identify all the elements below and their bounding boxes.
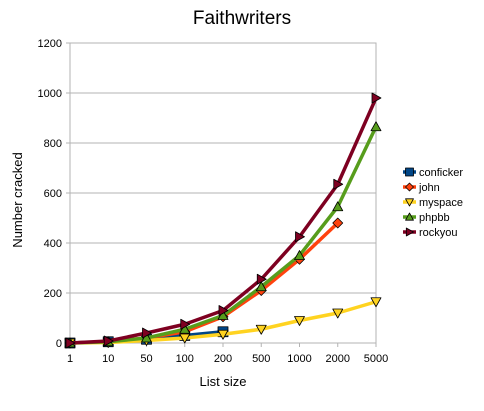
data-point-phpbb <box>370 121 382 132</box>
legend-item-rockyou: rockyou <box>403 227 458 239</box>
y-tick-label: 200 <box>44 288 62 300</box>
x-tick-label: 500 <box>252 353 270 365</box>
legend-label: myspace <box>419 197 463 209</box>
legend-item-conficker: conficker <box>403 167 463 179</box>
data-point-myspace <box>332 308 344 319</box>
data-point-phpbb <box>332 201 344 212</box>
legend-label: john <box>418 182 440 194</box>
data-point-rockyou <box>103 335 114 347</box>
y-tick-label: 0 <box>56 338 62 350</box>
data-point-rockyou <box>65 337 76 349</box>
data-point-john <box>332 217 344 229</box>
data-point-myspace <box>255 324 267 335</box>
x-axis-label: List size <box>200 374 247 389</box>
data-point-phpbb <box>294 250 305 260</box>
legend-item-john: john <box>403 182 440 194</box>
x-tick-label: 5000 <box>364 353 388 365</box>
y-tick-label: 400 <box>44 238 62 250</box>
data-point-myspace <box>370 297 382 308</box>
x-tick-label: 100 <box>176 353 194 365</box>
x-tick-label: 50 <box>140 353 152 365</box>
data-point-rockyou <box>256 273 267 285</box>
legend-label: phpbb <box>419 212 450 224</box>
x-tick-label: 200 <box>214 353 232 365</box>
y-tick-label: 1000 <box>38 88 62 100</box>
axes: 0 200 400 600 800 1000 1200 1 10 50 100 200 500 1000 2… <box>38 38 389 365</box>
x-tick-label: 2000 <box>326 353 350 365</box>
data-point-rockyou <box>180 318 191 330</box>
data-point-rockyou <box>295 231 305 243</box>
x-tick-label: 10 <box>102 353 114 365</box>
y-tick-label: 600 <box>44 188 62 200</box>
x-tick-label: 1000 <box>287 353 311 365</box>
data-point-rockyou <box>218 305 229 316</box>
y-tick-label: 1200 <box>38 38 62 50</box>
series-group <box>64 92 382 349</box>
data-point-rockyou <box>371 92 382 104</box>
legend-label: rockyou <box>419 227 458 239</box>
legend-label: conficker <box>419 167 463 179</box>
legend: conficker john myspace phpbb rockyou <box>403 167 463 239</box>
legend-item-phpbb: phpbb <box>403 212 450 224</box>
data-point-rockyou <box>142 327 152 339</box>
data-point-myspace <box>179 333 191 344</box>
legend-marker-phpbb <box>405 212 414 221</box>
x-tick-label: 1 <box>67 353 73 365</box>
data-point-myspace <box>294 316 305 326</box>
series-rockyou <box>65 92 382 349</box>
y-tick-label: 800 <box>44 138 62 150</box>
legend-item-myspace: myspace <box>403 197 463 209</box>
legend-marker-conficker <box>405 167 414 177</box>
data-point-rockyou <box>333 178 344 190</box>
series-line-rockyou <box>68 96 378 345</box>
chart-title: Faithwriters <box>193 8 291 29</box>
series-phpbb <box>64 121 382 348</box>
legend-marker-myspace <box>405 198 414 207</box>
data-point-phpbb <box>255 281 267 292</box>
legend-marker-john <box>405 182 414 192</box>
y-axis-label: Number cracked <box>10 152 25 247</box>
data-point-myspace <box>217 329 229 340</box>
legend-marker-rockyou <box>405 227 414 237</box>
